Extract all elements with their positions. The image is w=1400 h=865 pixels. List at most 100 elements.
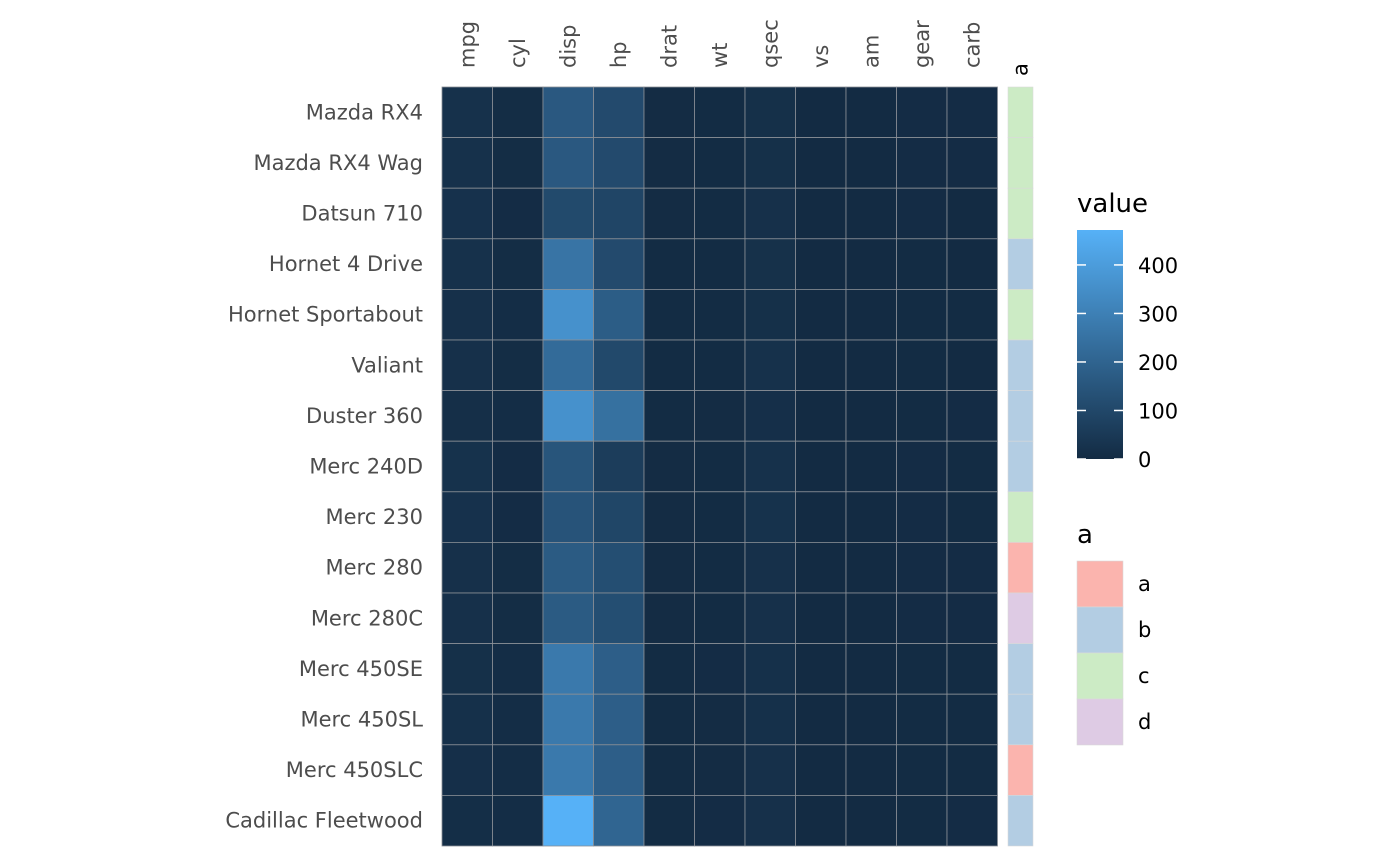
heatmap-cell bbox=[845, 440, 897, 493]
annotation-cell bbox=[1007, 187, 1034, 240]
row-label: Mazda RX4 bbox=[306, 100, 423, 124]
heatmap-cell bbox=[643, 86, 695, 138]
row-label: Merc 450SLC bbox=[286, 758, 423, 782]
heatmap-cell bbox=[694, 491, 746, 543]
heatmap-cell bbox=[845, 744, 897, 796]
heatmap-cell bbox=[845, 693, 897, 746]
heatmap-cell bbox=[744, 187, 796, 240]
heatmap-cell bbox=[542, 86, 594, 138]
heatmap-cell bbox=[694, 238, 746, 290]
annotation-cell bbox=[1007, 693, 1034, 746]
heatmap-cell bbox=[593, 390, 645, 442]
heatmap-cell bbox=[795, 795, 847, 847]
value-legend-tick-label: 300 bbox=[1138, 302, 1178, 326]
column-label: vs bbox=[809, 45, 833, 68]
row-label: Mazda RX4 Wag bbox=[253, 151, 423, 175]
heatmap-cell bbox=[946, 542, 998, 594]
heatmap-cell bbox=[795, 744, 847, 796]
heatmap-cell bbox=[845, 137, 897, 189]
heatmap-cell bbox=[946, 137, 998, 189]
annotation-legend-label: b bbox=[1138, 618, 1151, 642]
heatmap-cell bbox=[593, 693, 645, 746]
heatmap-cell bbox=[845, 86, 897, 138]
heatmap-cell bbox=[441, 86, 493, 138]
heatmap-cell bbox=[492, 643, 544, 695]
heatmap-cell bbox=[593, 643, 645, 695]
heatmap-cell bbox=[441, 339, 493, 391]
heatmap-cell bbox=[492, 238, 544, 290]
heatmap-cell bbox=[795, 339, 847, 391]
heatmap-cell bbox=[795, 643, 847, 695]
heatmap-cell bbox=[542, 187, 594, 240]
heatmap-cell bbox=[441, 542, 493, 594]
heatmap-cell bbox=[744, 288, 796, 341]
column-label: qsec bbox=[758, 19, 782, 68]
heatmap-cell bbox=[946, 744, 998, 796]
heatmap-cell bbox=[694, 592, 746, 644]
heatmap-cell bbox=[643, 238, 695, 290]
annotation-cell bbox=[1007, 137, 1034, 189]
heatmap-cell bbox=[946, 390, 998, 442]
heatmap-cell bbox=[643, 440, 695, 493]
heatmap-cell bbox=[542, 693, 594, 746]
heatmap-cell bbox=[441, 693, 493, 746]
heatmap-cell bbox=[795, 187, 847, 240]
heatmap-cell bbox=[593, 238, 645, 290]
heatmap-cell bbox=[492, 592, 544, 644]
heatmap-cell bbox=[643, 693, 695, 746]
heatmap-cell bbox=[744, 795, 796, 847]
annotation-legend-label: a bbox=[1138, 572, 1151, 596]
value-legend-tick-label: 0 bbox=[1138, 448, 1151, 472]
heatmap-cell bbox=[492, 187, 544, 240]
heatmap-cell bbox=[744, 440, 796, 493]
heatmap-cell bbox=[593, 137, 645, 189]
heatmap-cell bbox=[946, 86, 998, 138]
heatmap-cell bbox=[542, 390, 594, 442]
heatmap-cell bbox=[744, 643, 796, 695]
heatmap-cell bbox=[542, 440, 594, 493]
heatmap-cell bbox=[441, 440, 493, 493]
heatmap-cell bbox=[896, 643, 948, 695]
annotation-legend-swatch bbox=[1076, 606, 1124, 654]
annotation-cell bbox=[1007, 744, 1034, 796]
heatmap-cell bbox=[492, 390, 544, 442]
heatmap-cell bbox=[643, 390, 695, 442]
value-legend-tick-label: 400 bbox=[1138, 254, 1178, 278]
heatmap-cell bbox=[845, 643, 897, 695]
heatmap-cell bbox=[542, 795, 594, 847]
heatmap-cell bbox=[896, 592, 948, 644]
heatmap-cell bbox=[441, 238, 493, 290]
heatmap-cell bbox=[492, 440, 544, 493]
heatmap-cell bbox=[795, 592, 847, 644]
heatmap-cell bbox=[441, 288, 493, 341]
annotation-cell bbox=[1007, 289, 1034, 341]
heatmap-cell bbox=[593, 288, 645, 341]
row-label: Hornet 4 Drive bbox=[269, 252, 423, 276]
column-label: wt bbox=[708, 43, 732, 68]
heatmap-cell bbox=[643, 187, 695, 240]
heatmap-cell bbox=[896, 238, 948, 290]
annotation-cell bbox=[1007, 86, 1034, 138]
heatmap-cell bbox=[845, 542, 897, 594]
row-label: Merc 240D bbox=[309, 455, 423, 479]
annotation-legend-swatch bbox=[1076, 698, 1124, 746]
row-label: Merc 450SE bbox=[299, 657, 423, 681]
heatmap-cell bbox=[593, 491, 645, 543]
annotation-cells bbox=[1007, 86, 1034, 847]
heatmap-cell bbox=[593, 86, 645, 138]
heatmap-cell bbox=[744, 693, 796, 746]
heatmap-cell bbox=[492, 137, 544, 189]
heatmap-cell bbox=[896, 86, 948, 138]
heatmap-cell bbox=[643, 491, 695, 543]
row-labels: Mazda RX4 Mazda RX4 Wag Datsun 710 Hornet 4… bbox=[225, 100, 423, 832]
heatmap-cell bbox=[643, 643, 695, 695]
heatmap-cell bbox=[896, 339, 948, 391]
heatmap-cell bbox=[896, 693, 948, 746]
heatmap-cell bbox=[694, 390, 746, 442]
annotation-cell bbox=[1007, 491, 1034, 543]
heatmap-cell bbox=[946, 491, 998, 543]
row-label: Merc 280C bbox=[311, 606, 423, 630]
heatmap-cell bbox=[492, 795, 544, 847]
